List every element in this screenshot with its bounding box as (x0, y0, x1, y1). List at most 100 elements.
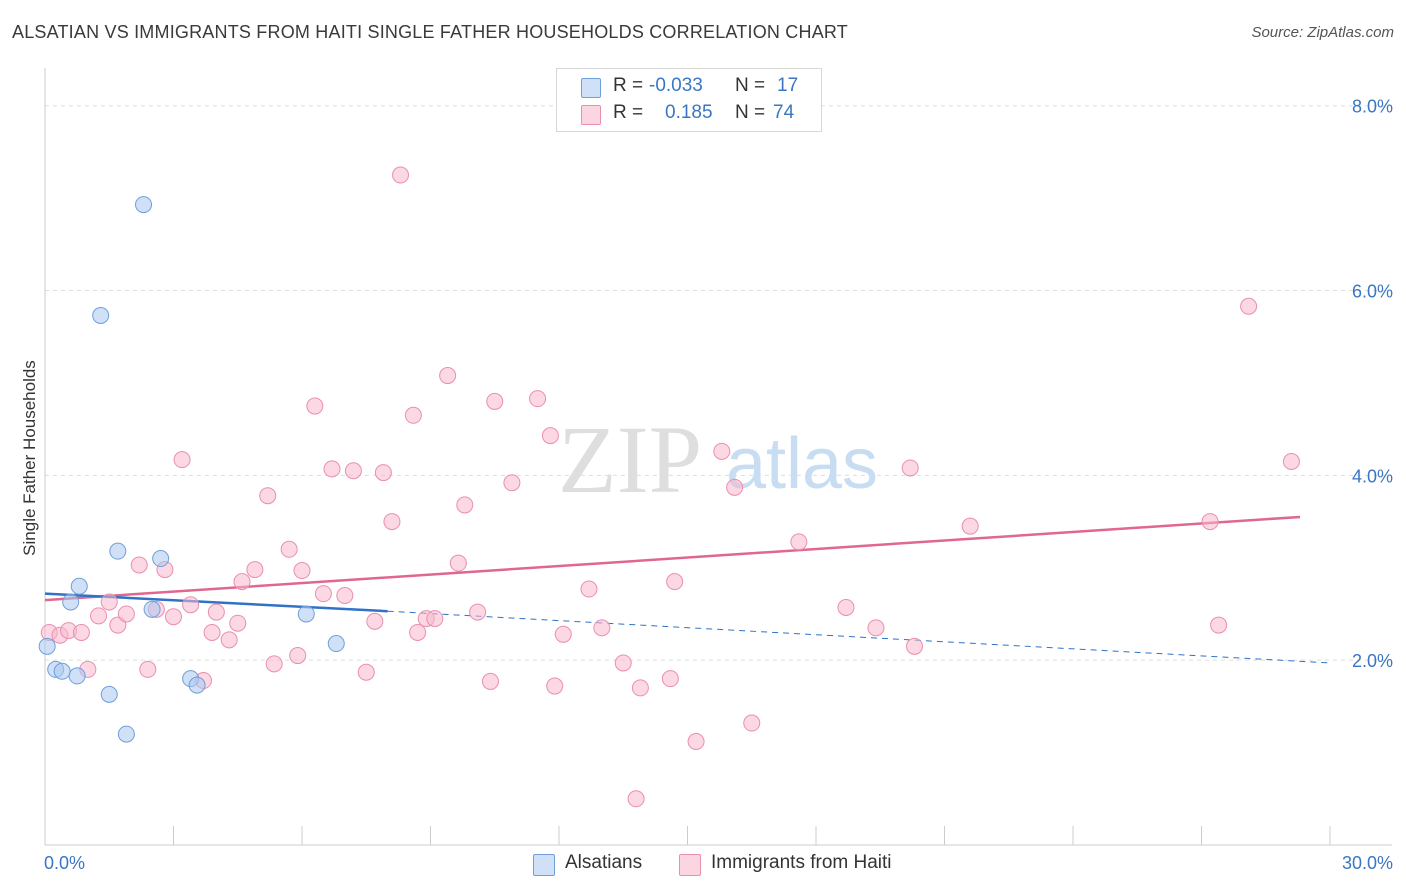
point-haiti (392, 166, 410, 184)
point-haiti (1282, 453, 1300, 470)
point-alsatians (135, 196, 153, 214)
point-alsatians (109, 542, 127, 560)
y-tick-label: 2.0% (1352, 651, 1393, 671)
point-haiti (165, 608, 182, 626)
point-alsatians (53, 662, 71, 680)
point-alsatians (100, 685, 118, 703)
legend-n-label: N = (735, 102, 766, 123)
point-haiti (246, 561, 264, 579)
point-haiti (220, 631, 238, 649)
point-haiti (314, 585, 332, 603)
point-haiti (593, 619, 611, 637)
trend-line-haiti (44, 515, 1301, 602)
point-haiti (366, 612, 384, 630)
point-haiti (229, 614, 247, 632)
point-haiti (867, 619, 885, 637)
point-alsatians (143, 600, 161, 618)
legend-swatch-haiti (679, 854, 701, 876)
point-alsatians (92, 306, 110, 324)
source-label: Source: ZipAtlas.com (1251, 24, 1394, 41)
point-haiti (173, 451, 191, 469)
point-haiti (233, 573, 251, 591)
point-haiti (100, 593, 118, 611)
point-haiti (631, 679, 649, 697)
legend-r-label: R = (613, 75, 644, 96)
point-alsatians (297, 605, 315, 623)
point-haiti (265, 655, 283, 673)
point-haiti (503, 474, 521, 492)
point-haiti (1201, 513, 1219, 531)
point-haiti (383, 513, 401, 531)
point-haiti (306, 397, 324, 415)
data-points (38, 166, 1300, 808)
x-tick-label: 30.0% (1342, 853, 1393, 873)
watermark: ZIP atlas (558, 406, 878, 513)
legend-swatch-alsatians (533, 854, 555, 876)
point-haiti (837, 599, 855, 617)
point-haiti (481, 672, 499, 690)
point-haiti (541, 427, 559, 445)
point-alsatians (68, 667, 86, 685)
watermark-zip: ZIP (558, 406, 702, 513)
legend-n-value: 17 (777, 75, 799, 96)
point-haiti (906, 637, 924, 655)
point-haiti (344, 462, 362, 480)
point-alsatians (62, 593, 80, 611)
point-haiti (743, 714, 761, 732)
point-haiti (554, 625, 572, 643)
point-haiti (726, 478, 744, 496)
legend-r-value: -0.033 (649, 75, 703, 96)
point-haiti (323, 460, 341, 478)
point-haiti (293, 562, 311, 580)
point-haiti (529, 390, 547, 408)
axes (44, 68, 1392, 846)
point-haiti (357, 663, 375, 681)
point-haiti (580, 580, 598, 598)
trend-line-alsatians-extension (387, 610, 1331, 664)
point-haiti (90, 607, 108, 625)
point-haiti (426, 610, 444, 628)
y-tick-label: 6.0% (1352, 282, 1393, 302)
point-haiti (139, 660, 157, 678)
point-haiti (404, 406, 422, 424)
point-haiti (666, 573, 684, 591)
legend-n-label: N = (735, 75, 766, 96)
point-haiti (72, 623, 90, 641)
point-haiti (130, 556, 148, 574)
point-alsatians (38, 637, 56, 655)
point-haiti (901, 459, 919, 477)
legend-r-value: 0.185 (665, 102, 713, 123)
point-haiti (627, 790, 645, 808)
point-alsatians (327, 635, 345, 653)
trend-lines (44, 515, 1331, 664)
stats-legend: R = -0.033 N = 17 R = 0.185 N = 74 (556, 68, 822, 132)
y-tick-label: 8.0% (1352, 97, 1393, 117)
point-haiti (1210, 616, 1228, 634)
point-haiti (259, 487, 277, 505)
tick-labels: 2.0% 4.0% 6.0% 8.0% 0.0% 30.0% (44, 97, 1393, 873)
y-tick-label: 4.0% (1352, 466, 1393, 486)
legend-swatch-alsatians (581, 78, 601, 98)
point-haiti (486, 392, 504, 410)
legend-label-haiti: Immigrants from Haiti (711, 852, 892, 873)
point-haiti (409, 623, 427, 641)
point-haiti (614, 654, 632, 672)
point-haiti (117, 605, 135, 623)
point-haiti (661, 670, 679, 688)
point-haiti (469, 603, 487, 621)
point-haiti (336, 586, 354, 604)
point-haiti (289, 647, 307, 665)
point-haiti (207, 603, 225, 621)
point-alsatians (70, 577, 88, 595)
point-haiti (439, 367, 457, 385)
point-alsatians (152, 550, 170, 568)
chart-title: ALSATIAN VS IMMIGRANTS FROM HAITI SINGLE… (12, 22, 848, 42)
point-haiti (961, 517, 979, 535)
x-tick-label: 0.0% (44, 853, 85, 873)
point-alsatians (117, 725, 135, 743)
legend-r-label: R = (613, 102, 644, 123)
point-haiti (687, 733, 705, 751)
point-alsatians (188, 676, 206, 694)
point-haiti (790, 533, 808, 551)
